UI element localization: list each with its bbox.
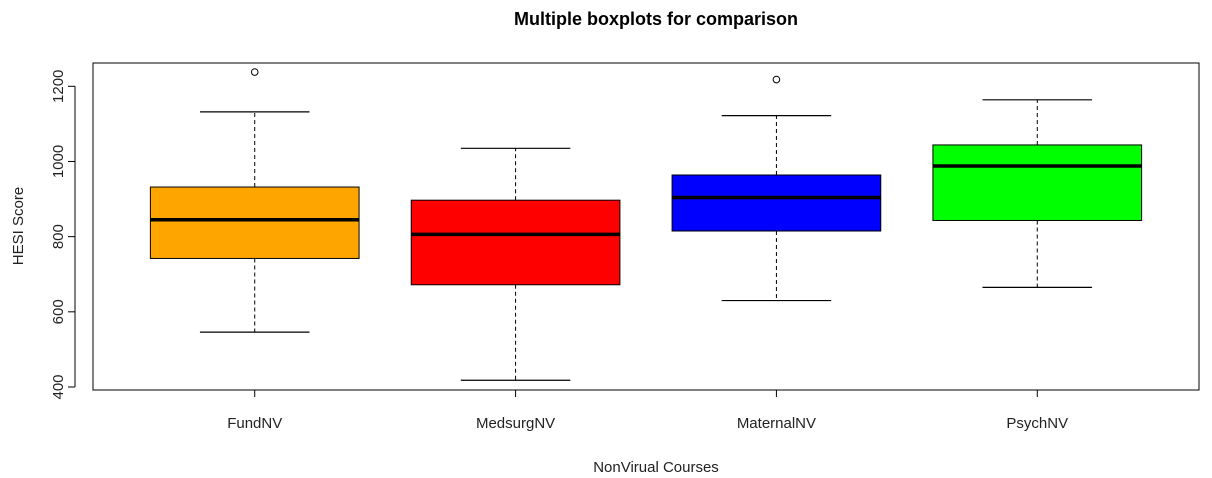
y-tick-label: 1000 <box>50 145 67 178</box>
x-tick-label: MedsurgNV <box>476 415 555 432</box>
box-medsurgnv <box>410 147 621 381</box>
x-tick-label: PsychNV <box>1006 415 1068 432</box>
boxes-layer <box>149 68 1143 381</box>
outlier-point <box>772 75 781 84</box>
outlier-point <box>250 68 259 76</box>
y-axis-label: HESI Score <box>10 187 27 265</box>
x-axis: FundNV MedsurgNV MaternalNV PsychNV <box>227 389 1068 432</box>
x-tick-label: FundNV <box>227 415 282 432</box>
box-maternalnv <box>671 75 882 302</box>
box-iqr <box>410 199 621 286</box>
box-iqr <box>149 186 360 259</box>
box-fundnv <box>149 68 360 333</box>
box-psychnv <box>932 99 1143 288</box>
y-tick-label: 1200 <box>50 70 67 103</box>
x-axis-label: NonVirual Courses <box>593 459 719 476</box>
y-tick-label: 600 <box>50 299 67 324</box>
box-iqr <box>932 144 1143 221</box>
y-tick-label: 800 <box>50 224 67 249</box>
x-tick-label: MaternalNV <box>737 415 816 432</box>
y-tick-label: 400 <box>50 374 67 399</box>
y-axis: 400 600 800 1000 1200 <box>50 70 76 400</box>
chart-title: Multiple boxplots for comparison <box>514 9 798 29</box>
box-iqr <box>671 174 882 232</box>
